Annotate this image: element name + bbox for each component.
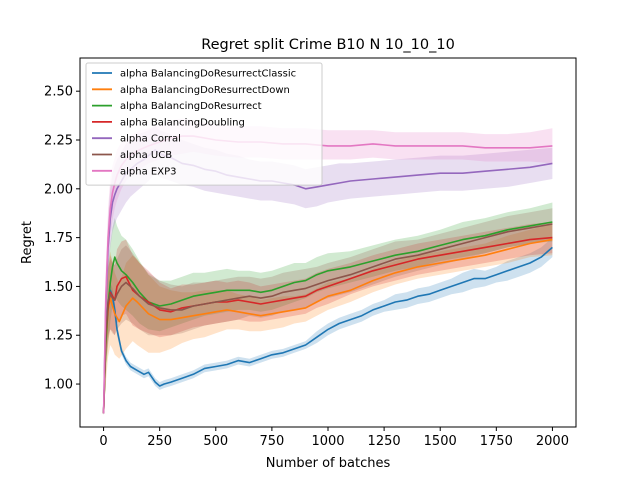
x-tick-label: 500 bbox=[203, 434, 228, 449]
y-tick-label: 2.00 bbox=[44, 182, 73, 197]
y-tick-label: 1.25 bbox=[44, 329, 73, 344]
x-tick-label: 1500 bbox=[424, 434, 457, 449]
series-3-band bbox=[103, 222, 553, 416]
x-axis-ticks: 0 250 500 750 1000 1250 1500 1750 2000 bbox=[99, 427, 569, 449]
series-0-band bbox=[103, 237, 553, 416]
x-tick-label: 1250 bbox=[368, 434, 401, 449]
y-axis-label: Regret bbox=[20, 221, 35, 264]
y-tick-label: 1.00 bbox=[44, 378, 73, 393]
legend-label: alpha UCB bbox=[120, 150, 172, 161]
x-tick-label: 250 bbox=[147, 434, 172, 449]
y-tick-label: 2.25 bbox=[44, 134, 73, 149]
y-axis-ticks: 1.00 1.25 1.50 1.75 2.00 2.25 2.50 bbox=[44, 85, 80, 393]
series-5-line bbox=[102, 223, 553, 414]
x-axis-label: Number of batches bbox=[266, 456, 391, 471]
series-2-line bbox=[102, 221, 553, 414]
x-tick-label: 1750 bbox=[480, 434, 513, 449]
y-tick-label: 1.50 bbox=[44, 280, 73, 295]
x-tick-label: 0 bbox=[99, 434, 107, 449]
x-tick-label: 2000 bbox=[536, 434, 569, 449]
y-tick-label: 1.75 bbox=[44, 231, 73, 246]
y-tick-label: 2.50 bbox=[44, 85, 73, 100]
legend-box bbox=[85, 62, 323, 186]
series-1-line bbox=[102, 238, 553, 414]
legend-label: alpha BalancingDoubling bbox=[120, 117, 245, 128]
series-1-band bbox=[103, 224, 553, 416]
series-5-band bbox=[103, 208, 553, 416]
legend-label: alpha EXP3 bbox=[120, 166, 176, 177]
legend-label: alpha Corral bbox=[120, 134, 181, 145]
legend-label: alpha BalancingDoResurrectClassic bbox=[120, 69, 296, 80]
chart-title: Regret split Crime B10 N 10_10_10 bbox=[201, 37, 455, 53]
series-0-line bbox=[102, 246, 553, 414]
x-tick-label: 750 bbox=[259, 434, 284, 449]
legend-label: alpha BalancingDoResurrectDown bbox=[120, 85, 290, 96]
series-3-line bbox=[102, 236, 553, 414]
legend-label: alpha BalancingDoResurrect bbox=[120, 101, 262, 112]
legend: alpha BalancingDoResurrectClassic alpha B… bbox=[85, 62, 323, 186]
x-tick-label: 1000 bbox=[311, 434, 344, 449]
